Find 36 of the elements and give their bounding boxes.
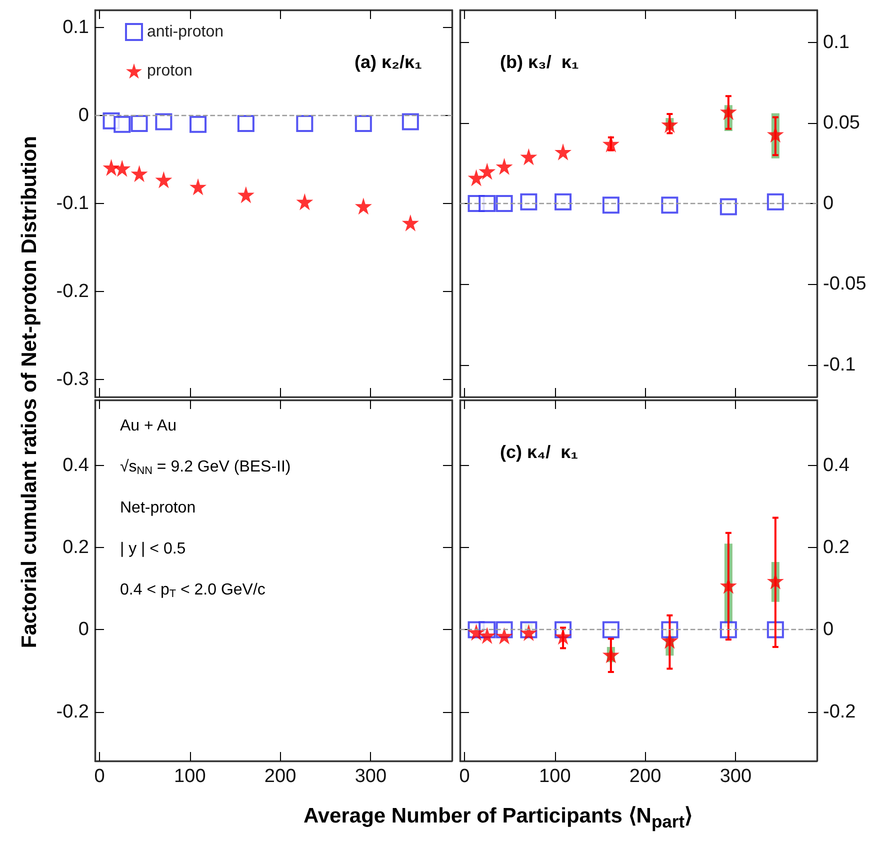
y-tick-label: 0.2: [823, 537, 850, 558]
y-tick-label: 0.1: [823, 32, 850, 53]
y-tick-label: 0: [78, 105, 89, 126]
y-tick-label: 0.2: [62, 537, 89, 558]
y-tick-label: 0: [823, 193, 834, 214]
y-tick-label: -0.1: [56, 193, 89, 214]
y-tick-label: -0.1: [823, 354, 856, 376]
y-tick-label: 0: [78, 619, 89, 640]
x-tick-label: 300: [354, 766, 387, 787]
annotation: Au + Au: [120, 418, 176, 434]
x-tick-label: 100: [539, 766, 571, 787]
legend-label: proton: [147, 62, 192, 80]
x-axis-title: Average Number of Participants ⟨N$_{part}$⟩: [303, 804, 693, 832]
x-tick-label: 0: [94, 766, 105, 787]
y-tick-label: 0.1: [62, 17, 89, 38]
text: (c) κ₄/ κ₁: [500, 442, 578, 462]
legend-label: anti-proton: [147, 24, 224, 40]
y-tick-label: -0.3: [56, 368, 89, 390]
y-axis-title: Factorial cumulant ratios of Net-proton Distribution: [18, 136, 41, 648]
y-tick-label: -0.2: [56, 701, 89, 722]
x-tick-label: 100: [174, 766, 206, 787]
y-tick-label: -0.05: [823, 274, 866, 295]
y-tick-label: -0.2: [823, 701, 856, 722]
text: (b) κ₃/ κ₁: [500, 52, 579, 72]
y-tick-label: 0: [823, 619, 834, 640]
text: (a) κ₂/κ₁: [354, 52, 422, 72]
x-tick-label: 0: [459, 766, 470, 787]
x-tick-label: 200: [264, 766, 296, 787]
annotation: | y | < 0.5: [120, 540, 186, 558]
annotation: Net-proton: [120, 500, 196, 516]
y-tick-label: 0.05: [823, 112, 860, 134]
x-tick-label: 300: [720, 766, 752, 787]
y-tick-label: 0.4: [823, 455, 850, 476]
y-tick-label: -0.2: [56, 280, 89, 302]
x-tick-label: 200: [629, 766, 662, 787]
y-tick-label: 0.4: [62, 455, 90, 476]
